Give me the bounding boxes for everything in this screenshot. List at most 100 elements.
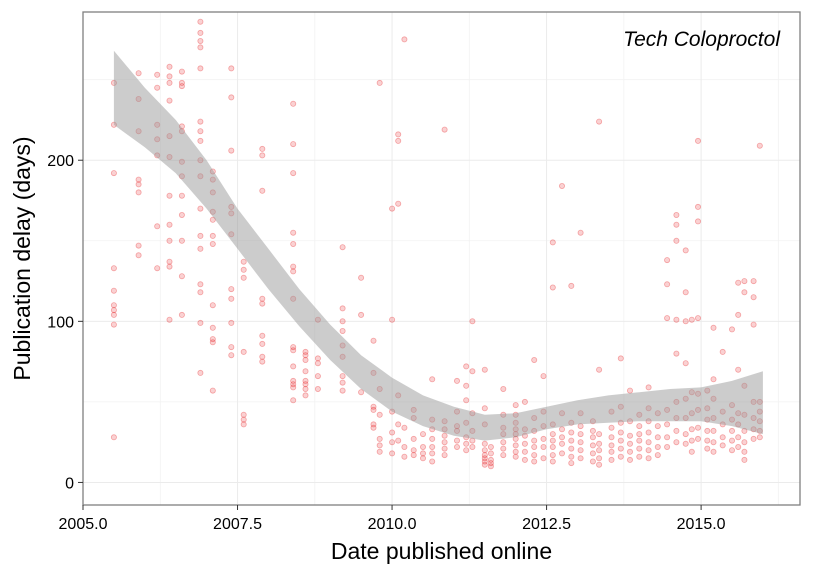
data-point xyxy=(178,311,185,318)
data-point xyxy=(531,443,538,450)
data-point xyxy=(154,71,161,78)
data-point xyxy=(481,455,488,462)
data-point xyxy=(166,316,173,323)
data-point xyxy=(756,142,763,149)
y-tick-label: 100 xyxy=(47,314,74,331)
data-point xyxy=(487,460,494,467)
data-point xyxy=(166,97,173,104)
data-point xyxy=(339,379,346,386)
data-point xyxy=(110,287,117,294)
data-point xyxy=(339,305,346,312)
data-point xyxy=(673,439,680,446)
data-point xyxy=(209,232,216,239)
data-point xyxy=(673,427,680,434)
data-point xyxy=(178,211,185,218)
data-point xyxy=(645,439,652,446)
data-point xyxy=(110,265,117,272)
data-point xyxy=(228,319,235,326)
data-point xyxy=(197,38,204,45)
data-point xyxy=(469,368,476,375)
data-point xyxy=(401,443,408,450)
data-point xyxy=(664,315,671,322)
data-point xyxy=(228,352,235,359)
data-point xyxy=(395,200,402,207)
data-point xyxy=(559,450,566,457)
data-point xyxy=(627,448,634,455)
data-point xyxy=(695,424,702,431)
data-point xyxy=(617,429,624,436)
data-point xyxy=(259,358,266,365)
data-point xyxy=(376,448,383,455)
data-point xyxy=(741,439,748,446)
data-point xyxy=(240,421,247,428)
data-point xyxy=(512,448,519,455)
data-point xyxy=(240,348,247,355)
data-point xyxy=(645,455,652,462)
data-point xyxy=(197,118,204,125)
data-point xyxy=(568,453,575,460)
data-point xyxy=(568,437,575,444)
data-point xyxy=(549,452,556,459)
data-point xyxy=(654,434,661,441)
data-point xyxy=(228,94,235,101)
data-point xyxy=(627,387,634,394)
data-point xyxy=(376,411,383,418)
data-point xyxy=(735,311,742,318)
data-point xyxy=(389,429,396,436)
data-point xyxy=(750,435,757,442)
data-point xyxy=(376,435,383,442)
data-point xyxy=(617,453,624,460)
data-point xyxy=(729,427,736,434)
data-point xyxy=(197,205,204,212)
data-point xyxy=(429,435,436,442)
data-point xyxy=(441,445,448,452)
data-point xyxy=(682,431,689,438)
data-point xyxy=(178,79,185,86)
data-point xyxy=(710,427,717,434)
data-point xyxy=(209,302,216,309)
data-point xyxy=(358,389,365,396)
data-point xyxy=(209,387,216,394)
data-point xyxy=(110,311,117,318)
data-point xyxy=(512,453,519,460)
data-point xyxy=(389,316,396,323)
data-point xyxy=(549,239,556,246)
x-tick-label: 2010.0 xyxy=(368,516,417,533)
data-point xyxy=(729,447,736,454)
data-point xyxy=(521,448,528,455)
data-point xyxy=(178,273,185,280)
data-point xyxy=(673,237,680,244)
data-point xyxy=(531,458,538,465)
y-axis: 0 100 200 xyxy=(47,153,83,492)
data-point xyxy=(370,421,377,428)
data-point xyxy=(166,79,173,86)
data-point xyxy=(290,344,297,351)
data-point xyxy=(636,437,643,444)
data-point xyxy=(419,450,426,457)
data-point xyxy=(577,447,584,454)
data-point xyxy=(463,440,470,447)
data-point xyxy=(664,434,671,441)
data-point xyxy=(178,192,185,199)
data-point xyxy=(589,450,596,457)
data-point xyxy=(166,258,173,265)
data-point xyxy=(540,373,547,380)
data-point xyxy=(240,416,247,423)
data-point xyxy=(596,431,603,438)
data-point xyxy=(673,211,680,218)
x-tick-label: 2007.5 xyxy=(213,516,262,533)
data-point xyxy=(376,442,383,449)
data-point xyxy=(521,456,528,463)
data-point xyxy=(512,442,519,449)
data-point xyxy=(741,289,748,296)
data-point xyxy=(682,318,689,325)
data-point xyxy=(339,387,346,394)
data-point xyxy=(463,363,470,370)
data-point xyxy=(419,431,426,438)
data-point xyxy=(596,455,603,462)
data-point xyxy=(487,443,494,450)
data-point xyxy=(559,434,566,441)
data-point xyxy=(688,448,695,455)
data-point xyxy=(735,443,742,450)
data-point xyxy=(654,423,661,430)
